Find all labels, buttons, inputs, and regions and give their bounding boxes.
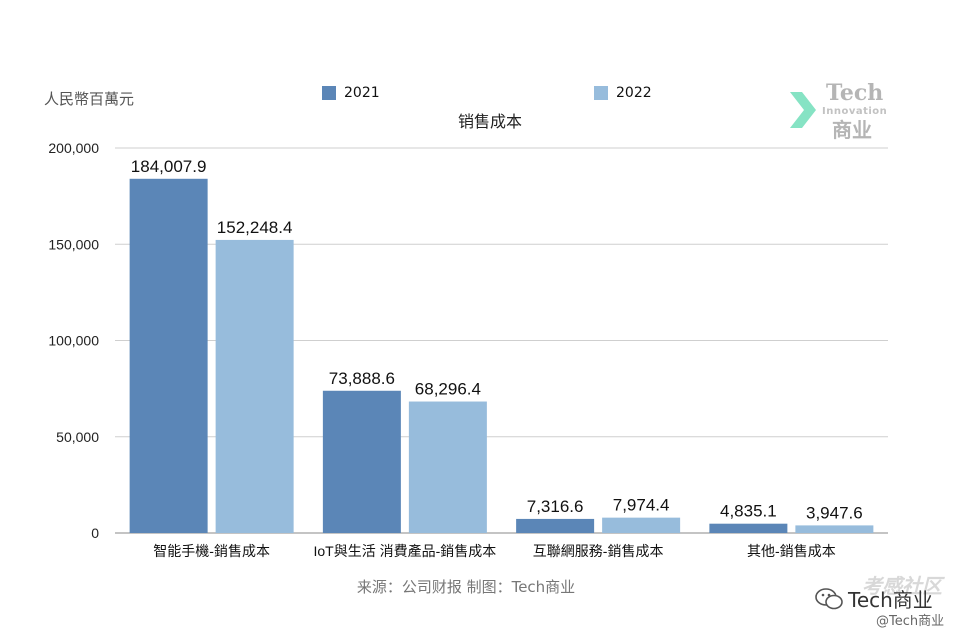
legend-swatch-2022 [594, 86, 608, 100]
data-label-2022-1: 68,296.4 [415, 380, 481, 399]
data-label-2021-2: 7,316.6 [527, 497, 584, 516]
labels-layer: 0 50,000 100,000 150,000 200,000 184,007.9 152… [48, 140, 862, 559]
legend-swatch-2021 [322, 86, 336, 100]
y-tick-label: 200,000 [48, 140, 99, 156]
tech-logo: Tech Innovation 商业 [788, 80, 888, 142]
data-label-2022-2: 7,974.4 [613, 496, 670, 515]
bar-2022-2 [602, 517, 681, 533]
bar-2021-1 [322, 390, 401, 533]
legend-label-2021: 2021 [344, 85, 380, 101]
y-tick-label: 50,000 [56, 429, 99, 445]
bar-2021-3 [709, 523, 788, 533]
data-label-2022-3: 3,947.6 [806, 503, 863, 522]
legend-label-2022: 2022 [616, 85, 652, 101]
y-tick-label: 0 [91, 525, 99, 541]
unit-label: 人民幣百萬元 [44, 90, 135, 108]
data-label-2021-0: 184,007.9 [131, 157, 207, 176]
data-label-2021-3: 4,835.1 [720, 502, 777, 521]
legend-item-2021: 2021 [322, 85, 380, 101]
bar-2022-1 [408, 401, 487, 533]
y-tick-label: 150,000 [48, 236, 99, 252]
bar-2021-0 [129, 178, 208, 533]
bars-layer [129, 178, 874, 534]
x-tick-label: 智能手機-銷售成本 [153, 543, 270, 559]
watermark-main: Tech商业 [848, 588, 933, 612]
data-label-2022-0: 152,248.4 [217, 218, 293, 237]
bar-2022-0 [215, 239, 294, 534]
watermark: 考感社区 Tech商业 @Tech商业 [814, 570, 974, 636]
logo-text-tech: Tech [826, 80, 884, 106]
watermark-community: 考感社区 [862, 574, 942, 598]
source-note: 来源：公司财报 制图：Tech商业 [356, 578, 576, 596]
wechat-icon [815, 588, 843, 610]
x-tick-label: IoT與生活 消費產品-銷售成本 [313, 543, 496, 559]
logo-text-cn: 商业 [832, 118, 872, 142]
logo-arrow-icon [790, 92, 816, 128]
x-tick-label: 其他-銷售成本 [747, 543, 836, 559]
data-label-2021-1: 73,888.6 [329, 369, 395, 388]
legend-item-2022: 2022 [594, 85, 652, 101]
chart-title: 销售成本 [457, 112, 522, 131]
bar-2021-2 [516, 518, 595, 533]
y-tick-label: 100,000 [48, 333, 99, 349]
bar-2022-3 [795, 525, 874, 533]
logo-text-innovation: Innovation [822, 106, 888, 117]
x-tick-label: 互聯網服務-銷售成本 [533, 543, 664, 559]
watermark-handle: @Tech商业 [876, 614, 945, 629]
